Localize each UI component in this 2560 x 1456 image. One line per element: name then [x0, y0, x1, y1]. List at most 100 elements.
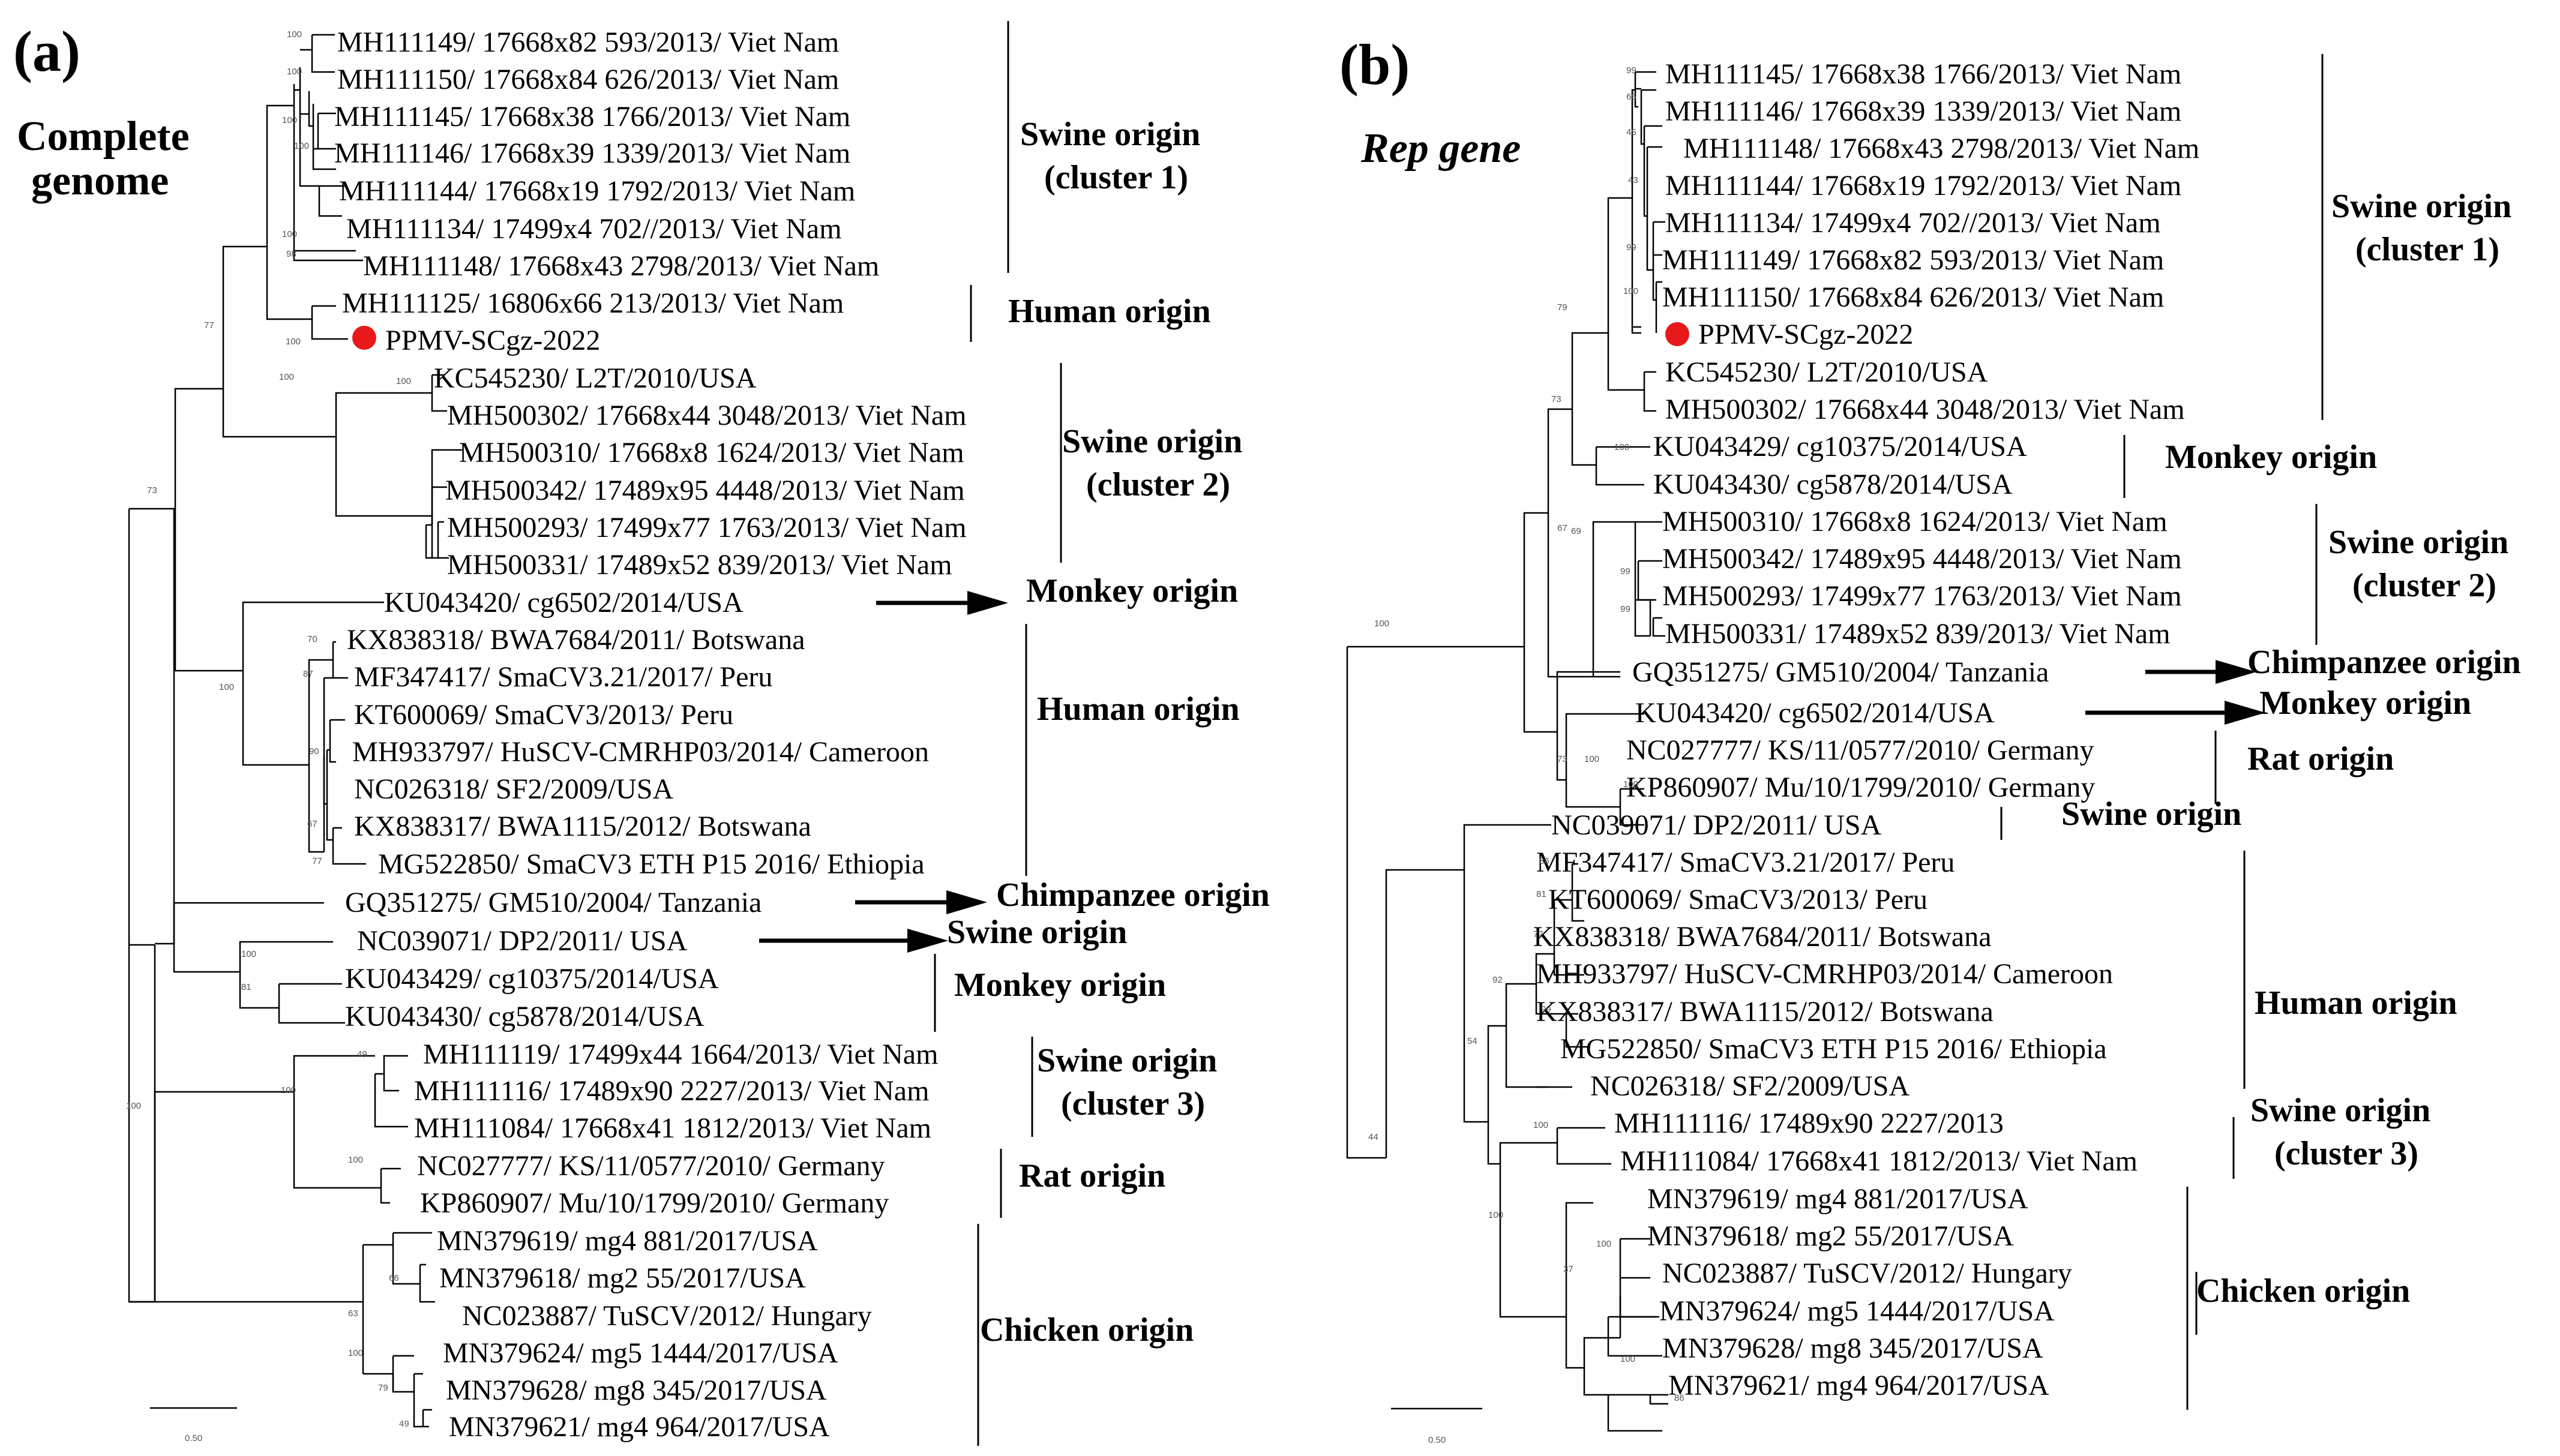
branch — [242, 601, 384, 766]
leaf-label: MH111145/ 17668x38 1766/2013/ Viet Nam — [1665, 58, 2181, 90]
branch — [154, 1091, 294, 1302]
bootstrap-value: 100 — [281, 1085, 296, 1095]
group-label: Swine origin — [1020, 116, 1200, 153]
bootstrap-value: 100 — [126, 1101, 141, 1111]
bootstrap-value: 70 — [307, 634, 317, 644]
branch — [299, 114, 319, 187]
panel-b-group-labels: Swine origin (cluster 1) Monkey origin Swin… — [2061, 188, 2521, 1310]
branch — [425, 525, 432, 559]
branch — [1619, 788, 1644, 826]
group-label: Swine origin — [1062, 423, 1242, 460]
leaf-label: KT600069/ SmaCV3/2013/ Peru — [354, 699, 733, 731]
group-label: Rat origin — [1019, 1157, 1165, 1194]
leaf-label: NC023887/ TuSCV/2012/ Hungary — [462, 1300, 872, 1332]
branch — [1592, 521, 1635, 677]
branch — [332, 641, 342, 679]
leaf-label: KX838318/ BWA7684/2011/ Botswana — [347, 624, 805, 656]
branch — [1565, 1013, 1590, 1048]
bootstrap-value: 73 — [147, 485, 157, 496]
leaf-label: MH500293/ 17499x77 1763/2013/ Viet Nam — [447, 512, 967, 544]
bootstrap-value: 73 — [1551, 394, 1561, 404]
group-label: Chicken origin — [980, 1311, 1194, 1349]
branch — [293, 1055, 381, 1189]
scale-label: 0.50 — [185, 1433, 202, 1443]
branch — [326, 749, 333, 841]
group-label: Swine origin — [947, 914, 1127, 951]
leaf-label: MH500331/ 17489x52 839/2013/ Viet Nam — [447, 549, 952, 581]
bootstrap-value: 100 — [1620, 1354, 1635, 1364]
leaf-label: MH111148/ 17668x43 2798/2013/ Viet Nam — [1683, 133, 2199, 164]
bootstrap-value: 100 — [348, 1348, 363, 1358]
group-label: (cluster 2) — [2352, 567, 2496, 604]
bootstrap-value: 90 — [309, 746, 319, 756]
group-label: Human origin — [2255, 984, 2457, 1022]
bootstrap-value: 81 — [241, 982, 251, 992]
bootstrap-value: 65 — [1626, 92, 1636, 102]
branch — [413, 1373, 429, 1428]
branch — [278, 983, 345, 1024]
arrow-head — [946, 890, 987, 914]
panel-b-leaf-labels: MH111145/ 17668x38 1766/2013/ Viet Nam MH… — [1533, 58, 2199, 1401]
bootstrap-value: 100 — [287, 29, 302, 40]
bootstrap-value: 100 — [396, 376, 411, 386]
bootstrap-value: 100 — [348, 1155, 363, 1165]
branch — [329, 719, 345, 763]
leaf-label: KX838318/ BWA7684/2011/ Botswana — [1533, 921, 1992, 953]
leaf-label: KU043420/ cg6502/2014/USA — [384, 587, 744, 619]
group-label: Human origin — [1037, 691, 1240, 728]
bootstrap-value: 99 — [1626, 242, 1636, 253]
branch — [1646, 146, 1662, 271]
group-label: Swine origin — [2328, 524, 2508, 561]
bootstrap-value: 73 — [1557, 754, 1567, 764]
branch — [293, 251, 363, 262]
leaf-label: MH500342/ 17489x95 4448/2013/ Viet Nam — [445, 475, 965, 506]
branch — [1583, 1337, 1620, 1396]
branch — [1649, 1394, 1668, 1405]
leaf-label: MH111119/ 17499x44 1664/2013/ Viet Nam — [423, 1038, 938, 1070]
leaf-label: MH500331/ 17489x52 839/2013/ Viet Nam — [1665, 618, 2171, 650]
group-label: Chicken origin — [2196, 1272, 2410, 1310]
branch — [308, 91, 313, 127]
bootstrap-value: 100 — [1623, 286, 1638, 296]
arrow-head — [2225, 701, 2265, 725]
ppmv-marker — [1665, 322, 1689, 346]
leaf-label: KT600069/ SmaCV3/2013/ Peru — [1548, 884, 1928, 915]
panel-b: (b) Rep gene — [1339, 32, 2521, 1445]
bootstrap-value: 98 — [286, 249, 296, 259]
panel-b-brackets — [2000, 54, 2324, 1410]
group-label: Chimpanzee origin — [2247, 644, 2521, 681]
bootstrap-value: 99 — [1626, 65, 1636, 76]
bootstrap-value: 66 — [389, 1273, 399, 1283]
leaf-label: MN379618/ mg2 55/2017/USA — [439, 1262, 806, 1294]
panel-b-label: (b) — [1339, 32, 1410, 97]
bootstrap-value: 49 — [399, 1419, 409, 1429]
bootstrap-value: 100 — [1374, 619, 1389, 629]
group-label: Monkey origin — [1026, 572, 1238, 610]
leaf-label: KX838317/ BWA1115/2012/ Botswana — [1536, 996, 1994, 1028]
bootstrap-value: 79 — [1557, 302, 1567, 313]
branch — [128, 509, 156, 1303]
leaf-label: KU043430/ cg5878/2014/USA — [1653, 469, 2013, 500]
bootstrap-value: 44 — [1368, 1132, 1378, 1142]
bootstrap-value: 100 — [1614, 442, 1629, 452]
panel-a: (a) Complete genome — [13, 19, 1270, 1446]
bootstrap-value: 100 — [1596, 1239, 1611, 1249]
branch — [1463, 824, 1551, 1123]
leaf-label: MN379628/ mg8 345/2017/USA — [1662, 1332, 2043, 1364]
branch — [323, 677, 333, 805]
leaf-label: MH111125/ 16806x66 213/2013/ Viet Nam — [342, 287, 844, 319]
branch — [1523, 512, 1557, 733]
leaf-label: MH111084/ 17668x41 1812/2013/ Viet Nam — [1620, 1145, 2138, 1177]
branch — [1607, 1316, 1662, 1357]
leaf-label: NC027777/ KS/11/0577/2010/ Germany — [417, 1150, 885, 1182]
branch — [437, 521, 449, 559]
branch — [380, 1167, 401, 1204]
bootstrap-value: 54 — [1467, 1036, 1477, 1046]
leaf-label: MH500310/ 17668x8 1624/2013/ Viet Nam — [1662, 506, 2168, 538]
leaf-label: KX838317/ BWA1115/2012/ Botswana — [354, 810, 811, 842]
branch — [222, 245, 336, 438]
branch — [1385, 869, 1464, 1158]
branch — [155, 509, 175, 945]
leaf-label: MH500302/ 17668x44 3048/2013/ Viet Nam — [1665, 394, 2185, 425]
group-label: Human origin — [1008, 293, 1211, 330]
